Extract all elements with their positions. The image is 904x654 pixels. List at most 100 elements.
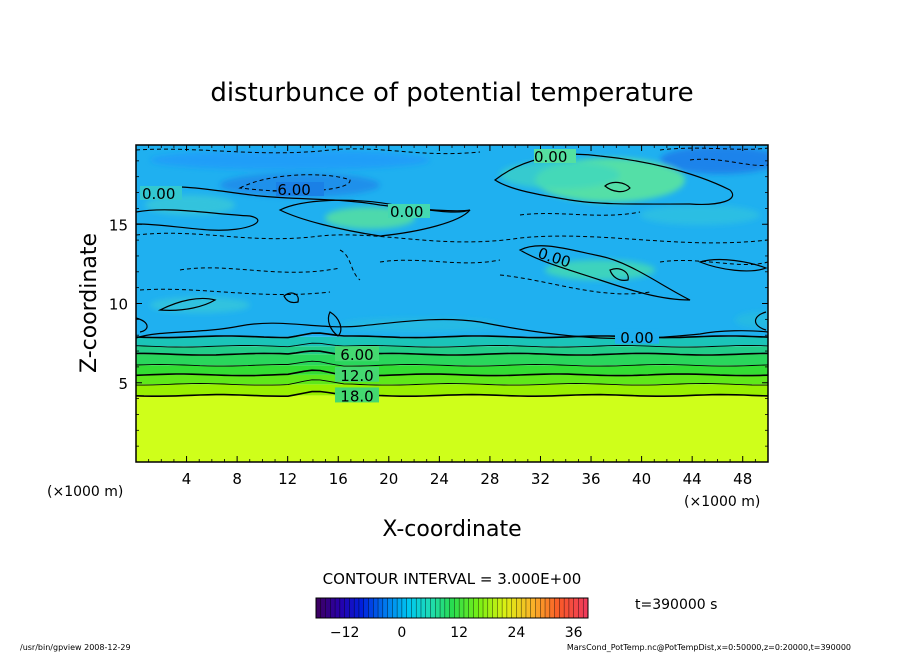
y-axis-ticks: 5 10 15 <box>109 160 768 447</box>
contour-label-bg <box>335 346 379 362</box>
colorbar-segment <box>411 598 417 618</box>
colorbar-segment <box>549 598 555 618</box>
colorbar-segment <box>516 598 522 618</box>
colorbar-segment <box>583 598 589 618</box>
y-axis-unit: (×1000 m) <box>47 484 123 500</box>
colorbar-segment <box>525 598 532 618</box>
colorbar-tick-label: 36 <box>565 625 583 641</box>
contour-label: 0.00 <box>390 203 423 221</box>
colorbar-segment <box>444 598 450 618</box>
contour-label: 0.00 <box>534 148 567 166</box>
colorbar-segment <box>378 598 384 618</box>
colorbar-segment <box>401 598 407 618</box>
contour-label-bg <box>335 366 379 382</box>
contour-label: -6.00 <box>272 181 311 199</box>
colorbar-segment <box>387 598 393 618</box>
field-band <box>136 365 768 375</box>
colorbar-segment <box>573 598 579 618</box>
contour-label-bg <box>335 387 379 403</box>
contour-labels: 18.0 12.0 6.00 0.00 <box>335 328 659 405</box>
colorbar-segment <box>483 598 489 618</box>
field-band <box>136 395 768 462</box>
colorbar-segment <box>506 598 512 618</box>
contour-label: 6.00 <box>340 346 373 364</box>
colorbar-segment <box>559 598 565 618</box>
x-tick-label: 20 <box>379 470 398 488</box>
colorbar-segment <box>545 598 551 618</box>
x-axis-title: X-coordinate <box>382 517 521 542</box>
x-tick-label: 8 <box>232 470 242 488</box>
colorbar-segment <box>335 598 341 618</box>
colorbar-segment <box>487 598 493 618</box>
contour-label: 0.00 <box>142 185 175 203</box>
contour-label: 18.0 <box>340 387 373 405</box>
colorbar-segment <box>349 598 355 618</box>
colorbar-segment <box>425 598 431 618</box>
colorbar-segment <box>363 598 369 618</box>
colorbar-segment <box>358 598 365 618</box>
plot-area <box>136 145 768 462</box>
colorbar-segment <box>325 598 331 618</box>
y-tick-label: 15 <box>109 216 128 234</box>
y-tick-label: 10 <box>109 296 128 314</box>
inline-contour-labels: 0.00 -6.00 0.00 0.00 0.00 <box>140 148 576 272</box>
colorbar-segment <box>463 598 469 618</box>
field-band <box>136 374 768 385</box>
level-contours <box>136 318 768 397</box>
colorbar-segment <box>320 598 326 618</box>
x-axis-unit: (×1000 m) <box>684 494 760 510</box>
contour-label-bg <box>615 328 659 344</box>
colorbar-segment <box>339 598 345 618</box>
footer-left: /usr/bin/gpview 2008-12-29 <box>20 643 131 652</box>
zero-contours-upper <box>136 153 768 337</box>
contour-line <box>136 369 768 377</box>
chart-title: disturbunce of potential temperature <box>210 78 693 108</box>
colorbar-segment <box>540 598 546 618</box>
colorbar-ticks: −12 0 12 24 36 <box>330 625 583 641</box>
x-tick-label: 4 <box>182 470 192 488</box>
x-tick-label: 32 <box>531 470 550 488</box>
colorbar-segment <box>497 598 503 618</box>
colorbar-segment <box>316 598 322 618</box>
colorbar-segment <box>354 598 360 618</box>
colorbar-segment <box>568 598 574 618</box>
contour-line <box>136 318 768 340</box>
colorbar-segment <box>521 598 527 618</box>
footer-right: MarsCond_PotTemp.nc@PotTempDist,x=0:5000… <box>567 643 851 652</box>
x-axis-ticks: 4 8 12 16 20 24 28 32 36 40 44 48 <box>148 145 756 488</box>
colorbar-segment <box>440 598 446 618</box>
colorbar-segment <box>435 598 441 618</box>
colorbar-segment <box>459 598 465 618</box>
colorbar-segment <box>406 598 412 618</box>
x-tick-label: 16 <box>329 470 348 488</box>
x-tick-label: 48 <box>733 470 752 488</box>
contour-interval-label: CONTOUR INTERVAL = 3.000E+00 <box>323 570 582 588</box>
colorbar-tick-label: 0 <box>397 625 406 641</box>
colorbar-segment <box>454 598 460 618</box>
colorbar-segment <box>330 598 336 618</box>
colorbar-segment <box>535 598 541 618</box>
x-tick-label: 24 <box>430 470 449 488</box>
x-tick-label: 36 <box>581 470 600 488</box>
colorbar-segment <box>468 598 474 618</box>
colorbar-segment <box>430 598 436 618</box>
colorbar-segment <box>554 598 560 618</box>
x-tick-label: 44 <box>683 470 702 488</box>
contour-line <box>136 350 768 356</box>
colorbar-segment <box>397 598 403 618</box>
colorbar-segment <box>344 598 350 618</box>
colorbar-frame <box>315 597 589 619</box>
field-structure <box>145 146 768 332</box>
colorbar-segment <box>511 598 517 618</box>
negative-contours <box>136 147 768 296</box>
x-tick-label: 40 <box>632 470 651 488</box>
colorbar-segment <box>530 598 536 618</box>
contour-line <box>136 390 768 397</box>
colorbar-segment <box>392 598 398 618</box>
colorbar-segment <box>420 598 427 618</box>
contour-label: 0.00 <box>620 329 653 347</box>
contour-line <box>136 342 768 348</box>
y-axis-title: Z-coordinate <box>77 233 102 373</box>
colorbar-segment <box>502 598 508 618</box>
